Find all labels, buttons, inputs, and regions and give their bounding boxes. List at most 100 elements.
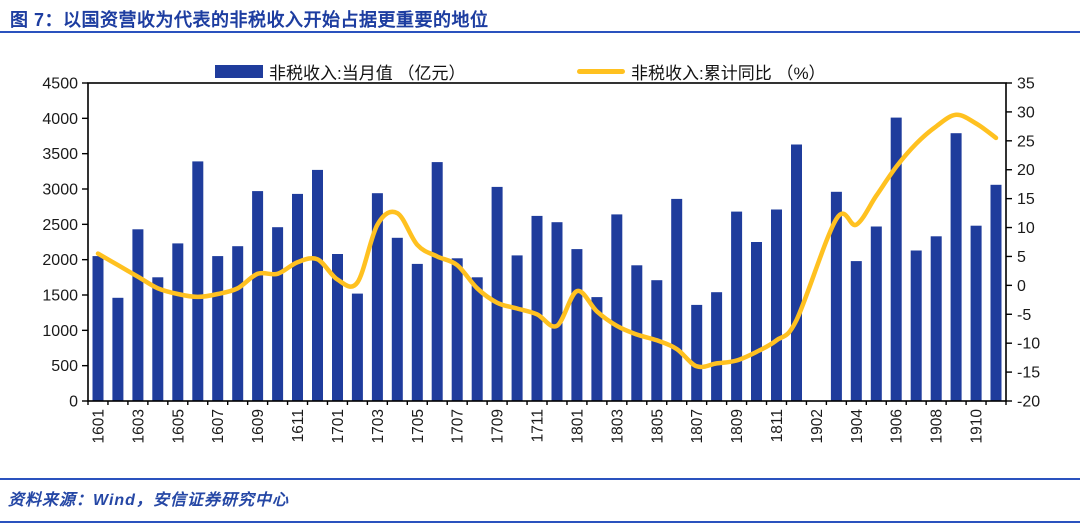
bar-1611 bbox=[292, 193, 303, 401]
bar-1807 bbox=[691, 304, 703, 401]
bar-1908 bbox=[930, 236, 942, 401]
bar-1606 bbox=[192, 161, 204, 401]
bar-1605 bbox=[172, 243, 184, 401]
bar-1708 bbox=[471, 277, 483, 401]
svg-text:2500: 2500 bbox=[42, 217, 78, 234]
bar-1802 bbox=[591, 297, 603, 401]
svg-text:3000: 3000 bbox=[42, 182, 78, 199]
x-label-1906: 1906 bbox=[889, 409, 906, 443]
bar-1712 bbox=[551, 222, 563, 401]
source-note: 资料来源：Wind，安信证券研究中心 bbox=[8, 492, 289, 509]
bar-1806 bbox=[671, 198, 683, 401]
bar-1609 bbox=[252, 191, 264, 401]
x-label-1611: 1611 bbox=[290, 409, 307, 442]
bar-1905 bbox=[870, 226, 882, 401]
yoy-line-path bbox=[95, 112, 999, 370]
bar-1601 bbox=[92, 256, 104, 401]
svg-text:35: 35 bbox=[1017, 76, 1035, 93]
bar-series-label: 非税收入:当月值 （亿元） bbox=[269, 63, 466, 83]
svg-text:4000: 4000 bbox=[42, 111, 78, 128]
svg-text:2000: 2000 bbox=[42, 252, 78, 269]
bar-1911 bbox=[990, 184, 1002, 401]
x-label-1908: 1908 bbox=[929, 409, 946, 443]
bar-1602 bbox=[112, 297, 124, 401]
bar-1703 bbox=[371, 193, 383, 401]
bar-1706 bbox=[431, 162, 443, 401]
x-label-1910: 1910 bbox=[969, 409, 986, 444]
bar-1910 bbox=[970, 225, 982, 401]
dual-axis-chart: 0 500 1000 1500 2000 2500 3000 3500 4000 4500 -20 -… bbox=[42, 76, 1040, 444]
axes-group bbox=[82, 82, 1012, 405]
bar-1710 bbox=[511, 255, 523, 401]
x-label-1605: 1605 bbox=[170, 409, 187, 443]
bar-1604 bbox=[152, 277, 164, 401]
bar-1709 bbox=[491, 186, 503, 401]
bar-1808 bbox=[711, 292, 723, 401]
x-label-1607: 1607 bbox=[210, 409, 227, 443]
legend: 非税收入:当月值 （亿元） 非税收入:累计同比 （%） bbox=[0, 60, 1080, 84]
x-label-1705: 1705 bbox=[410, 409, 427, 443]
line-series-label: 非税收入:累计同比 （%） bbox=[631, 63, 826, 83]
svg-text:30: 30 bbox=[1017, 104, 1035, 121]
bar-1809 bbox=[731, 211, 743, 401]
footer-separator bbox=[0, 478, 1080, 480]
bar-1904 bbox=[850, 261, 862, 401]
bar-1707 bbox=[451, 258, 463, 401]
x-label-1601: 1601 bbox=[91, 409, 108, 443]
x-label-1701: 1701 bbox=[330, 409, 347, 443]
bar-1801 bbox=[571, 249, 583, 401]
svg-text:5: 5 bbox=[1017, 249, 1026, 266]
bar-1610 bbox=[272, 227, 284, 401]
x-label-1609: 1609 bbox=[250, 409, 267, 443]
svg-text:25: 25 bbox=[1017, 133, 1035, 150]
bar-1704 bbox=[391, 237, 403, 401]
svg-text:-10: -10 bbox=[1017, 336, 1040, 353]
svg-text:3500: 3500 bbox=[42, 146, 78, 163]
plot-frame bbox=[87, 82, 1007, 402]
bar-1907 bbox=[910, 250, 922, 401]
x-label-1711: 1711 bbox=[530, 409, 547, 442]
x-label-1904: 1904 bbox=[849, 409, 866, 444]
x-label-1801: 1801 bbox=[569, 409, 586, 443]
bar-1705 bbox=[411, 263, 423, 401]
svg-text:-20: -20 bbox=[1017, 394, 1040, 411]
line-series-swatch bbox=[577, 68, 625, 74]
bar-1701 bbox=[332, 254, 343, 401]
x-label-1703: 1703 bbox=[370, 409, 387, 443]
bar-1903 bbox=[830, 191, 842, 401]
axis-labels-group: 0 500 1000 1500 2000 2500 3000 3500 4000 4500 -20 -… bbox=[42, 76, 1040, 444]
bar-1906 bbox=[890, 117, 902, 401]
bar-1607 bbox=[212, 256, 224, 401]
bar-1909 bbox=[950, 133, 962, 401]
bar-1702 bbox=[351, 293, 363, 401]
legend-item-bar-series: 非税收入:当月值 （亿元） bbox=[215, 60, 466, 83]
svg-text:1000: 1000 bbox=[42, 323, 78, 340]
x-label-1803: 1803 bbox=[609, 409, 626, 443]
x-label-1807: 1807 bbox=[689, 409, 706, 443]
svg-text:20: 20 bbox=[1017, 162, 1035, 179]
bar-1803 bbox=[611, 214, 623, 401]
x-label-1709: 1709 bbox=[490, 409, 507, 443]
bar-1810 bbox=[751, 242, 762, 401]
svg-text:10: 10 bbox=[1017, 220, 1035, 237]
x-label-1603: 1603 bbox=[130, 409, 147, 443]
bar-1711 bbox=[531, 215, 543, 401]
page-bottom-rule bbox=[0, 521, 1080, 523]
bar-1603 bbox=[132, 229, 144, 401]
svg-text:-15: -15 bbox=[1017, 365, 1040, 382]
x-label-1805: 1805 bbox=[649, 409, 666, 443]
bars-group bbox=[92, 117, 1002, 401]
bar-1811 bbox=[771, 209, 782, 401]
title-underline bbox=[0, 31, 1080, 33]
svg-text:15: 15 bbox=[1017, 191, 1035, 208]
svg-text:-5: -5 bbox=[1017, 307, 1031, 324]
x-label-1902: 1902 bbox=[809, 409, 826, 443]
bar-1812 bbox=[791, 144, 802, 401]
x-label-1707: 1707 bbox=[450, 409, 467, 443]
svg-text:0: 0 bbox=[1017, 278, 1026, 295]
bar-1608 bbox=[232, 246, 244, 401]
svg-text:1500: 1500 bbox=[42, 288, 78, 305]
bar-1612 bbox=[312, 169, 323, 401]
svg-text:4500: 4500 bbox=[42, 76, 78, 93]
